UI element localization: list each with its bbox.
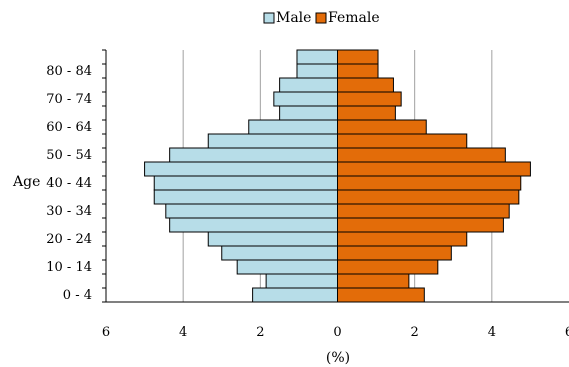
bar-female-12: [337, 119, 427, 135]
bar-female-13: [337, 105, 396, 121]
bar-female-11: [337, 133, 468, 149]
x-tick-label-6: 6: [565, 325, 569, 340]
y-tick-label-8: 80 - 84: [46, 64, 92, 79]
x-tick-label-4: 2: [411, 325, 419, 340]
bars: [144, 49, 531, 303]
bar-male-1: [265, 273, 338, 289]
y-tick-labels: 0 - 4 10 - 14 20 - 24 30 - 34 40 - 44 50 - 54…: [46, 64, 92, 303]
bar-male-17: [296, 49, 338, 65]
x-tick-label-1: 4: [179, 325, 187, 340]
bar-male-8: [153, 175, 338, 191]
bar-female-1: [337, 273, 410, 289]
bar-female-14: [337, 91, 402, 107]
bar-male-11: [207, 133, 338, 149]
bar-male-0: [252, 287, 338, 303]
legend-label-male: Male: [276, 10, 311, 26]
y-tick-label-6: 60 - 64: [46, 120, 92, 135]
bar-male-9: [144, 161, 338, 177]
bar-female-3: [337, 245, 452, 261]
bar-female-8: [337, 175, 522, 191]
y-tick-label-3: 30 - 34: [46, 204, 92, 219]
bar-female-5: [337, 217, 504, 233]
bar-male-16: [296, 63, 338, 79]
y-tick-label-4: 40 - 44: [46, 176, 92, 191]
x-axis-label: (%): [326, 350, 350, 366]
bar-male-13: [279, 105, 338, 121]
bar-female-17: [337, 49, 379, 65]
axes: [102, 49, 569, 303]
bar-female-9: [337, 161, 531, 177]
bar-male-15: [279, 77, 338, 93]
x-tick-label-2: 2: [256, 325, 264, 340]
bar-female-6: [337, 203, 510, 219]
bar-female-4: [337, 231, 468, 247]
bar-male-2: [236, 259, 338, 275]
bar-male-12: [248, 119, 338, 135]
bar-female-15: [337, 77, 394, 93]
bar-female-7: [337, 189, 520, 205]
y-tick-label-5: 50 - 54: [46, 148, 92, 163]
legend: Male Female: [263, 10, 380, 26]
bar-female-2: [337, 259, 439, 275]
x-tick-label-5: 4: [488, 325, 496, 340]
legend-swatch-female: [315, 12, 327, 24]
bar-male-14: [273, 91, 338, 107]
x-tick-label-3: 0: [333, 325, 341, 340]
bar-female-10: [337, 147, 506, 163]
bar-female-16: [337, 63, 379, 79]
bar-male-10: [169, 147, 338, 163]
legend-label-female: Female: [328, 10, 380, 26]
bar-male-4: [207, 231, 338, 247]
bar-male-6: [165, 203, 338, 219]
x-tick-labels: 6 4 2 0 2 4 6: [102, 325, 569, 340]
legend-swatch-male: [263, 12, 275, 24]
y-axis-label: Age: [12, 174, 40, 190]
y-tick-label-7: 70 - 74: [46, 92, 92, 107]
y-tick-label-1: 10 - 14: [46, 260, 92, 275]
bar-male-3: [221, 245, 338, 261]
bar-male-7: [153, 189, 338, 205]
bar-female-0: [337, 287, 425, 303]
y-tick-label-0: 0 - 4: [63, 288, 92, 303]
bar-male-5: [169, 217, 338, 233]
y-tick-label-2: 20 - 24: [46, 232, 92, 247]
x-tick-label-0: 6: [102, 325, 110, 340]
